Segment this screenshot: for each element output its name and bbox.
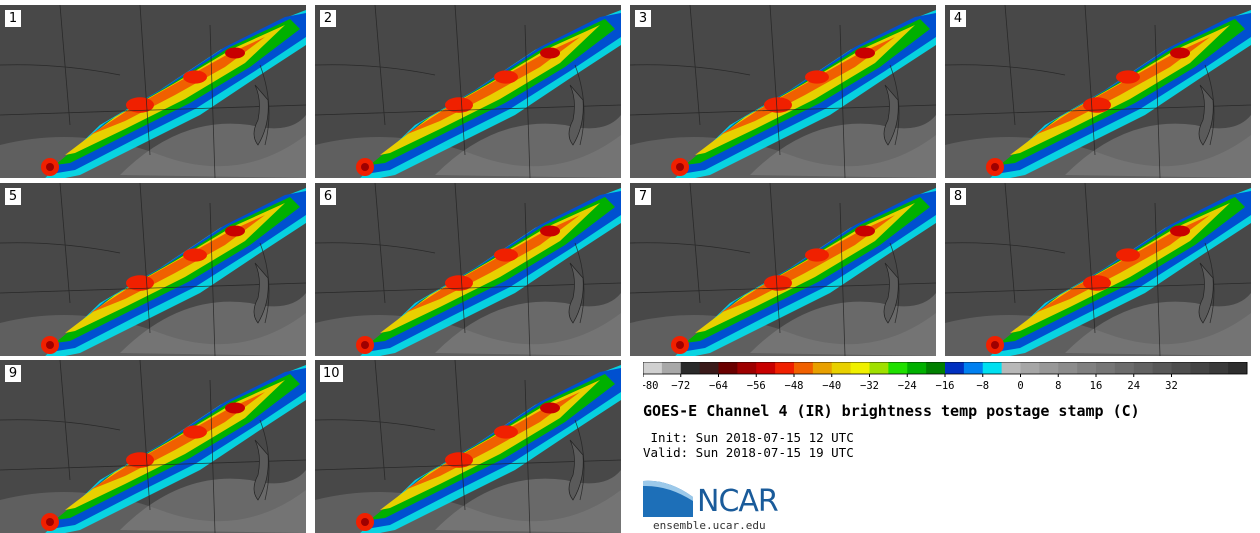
colorbar-swatch: [737, 362, 757, 374]
colorbar-tick-label: 8: [1055, 380, 1061, 392]
colorbar-swatch: [756, 362, 776, 374]
colorbar-swatch: [907, 362, 927, 374]
valid-time: Valid: Sun 2018-07-15 19 UTC: [643, 445, 854, 460]
satellite-map: [0, 360, 306, 533]
colorbar-swatch: [643, 362, 663, 374]
ncar-logo-text: NCAR: [697, 484, 779, 519]
colorbar-swatch: [1190, 362, 1210, 374]
colorbar-swatch: [794, 362, 814, 374]
colorbar-swatch: [963, 362, 984, 374]
colorbar-swatch: [680, 362, 701, 374]
colorbar-tick-label: −48: [785, 380, 804, 392]
colorbar-swatch: [1152, 362, 1172, 374]
colorbar-tick-label: −8: [976, 380, 989, 392]
colorbar-swatch: [1039, 362, 1059, 374]
postage-stamp-panel: 9: [0, 360, 306, 533]
ncar-logo-icon: [643, 480, 693, 517]
panel-number-label: 3: [635, 10, 651, 27]
satellite-map: [0, 183, 306, 356]
satellite-map: [315, 183, 621, 356]
colorbar-swatch: [1228, 362, 1248, 374]
colorbar-swatch: [850, 362, 870, 374]
colorbar-tick-label: −80: [643, 380, 658, 392]
colorbar-tick-label: −64: [709, 380, 728, 392]
satellite-map: [945, 5, 1251, 178]
postage-stamp-panel: 2: [315, 5, 621, 178]
colorbar-tick-label: 24: [1127, 380, 1140, 392]
colorbar-swatch: [812, 362, 833, 374]
postage-stamp-panel: 7: [630, 183, 936, 356]
colorbar-tick-label: 16: [1090, 380, 1103, 392]
colorbar-swatch: [661, 362, 682, 374]
colorbar-swatch: [1020, 362, 1040, 374]
colorbar-swatch: [1058, 362, 1078, 374]
colorbar-swatch: [945, 362, 965, 374]
postage-stamp-panel: 5: [0, 183, 306, 356]
colorbar-swatch: [1001, 362, 1021, 374]
postage-stamp-panel: 6: [315, 183, 621, 356]
colorbar-tick-label: −40: [822, 380, 841, 392]
postage-stamp-panel: 8: [945, 183, 1251, 356]
panel-number-label: 7: [635, 188, 651, 205]
postage-stamp-panel: 1: [0, 5, 306, 178]
panel-number-label: 5: [5, 188, 21, 205]
colorbar-swatch: [1209, 362, 1229, 374]
init-time: Init: Sun 2018-07-15 12 UTC: [643, 430, 854, 445]
colorbar-tick-label: 32: [1165, 380, 1178, 392]
colorbar-swatch: [718, 362, 738, 374]
panel-number-label: 6: [320, 188, 336, 205]
colorbar-swatch: [888, 362, 908, 374]
colorbar-swatch: [1077, 362, 1097, 374]
panel-number-label: 4: [950, 10, 966, 27]
panel-number-label: 1: [5, 10, 21, 27]
colorbar-tick-label: −72: [671, 380, 690, 392]
colorbar-swatch: [1096, 362, 1116, 374]
satellite-map: [0, 5, 306, 178]
colorbar-swatch: [1133, 362, 1154, 374]
postage-stamp-panel: 4: [945, 5, 1251, 178]
colorbar-tick-label: −32: [860, 380, 879, 392]
panel-number-label: 9: [5, 365, 21, 382]
colorbar-swatch: [1114, 362, 1135, 374]
colorbar-tick-label: −24: [898, 380, 917, 392]
panel-number-label: 10: [320, 365, 343, 382]
website-url: ensemble.ucar.edu: [653, 519, 766, 532]
satellite-map: [630, 183, 936, 356]
satellite-map: [945, 183, 1251, 356]
colorbar-swatch: [1171, 362, 1191, 374]
chart-title: GOES-E Channel 4 (IR) brightness temp po…: [643, 402, 1140, 420]
postage-stamp-panel: 10: [315, 360, 621, 533]
colorbar-swatch: [831, 362, 852, 374]
colorbar-tick-label: −56: [747, 380, 766, 392]
postage-stamp-panel: 3: [630, 5, 936, 178]
colorbar-swatch: [926, 362, 946, 374]
satellite-map: [315, 360, 621, 533]
colorbar-tick-label: 0: [1017, 380, 1023, 392]
colorbar-swatch: [775, 362, 795, 374]
colorbar-tick-label: −16: [936, 380, 955, 392]
panel-number-label: 2: [320, 10, 336, 27]
colorbar-swatch: [869, 362, 889, 374]
colorbar-swatch: [699, 362, 719, 374]
satellite-map: [630, 5, 936, 178]
satellite-map: [315, 5, 621, 178]
colorbar-swatch: [982, 362, 1003, 374]
panel-number-label: 8: [950, 188, 966, 205]
